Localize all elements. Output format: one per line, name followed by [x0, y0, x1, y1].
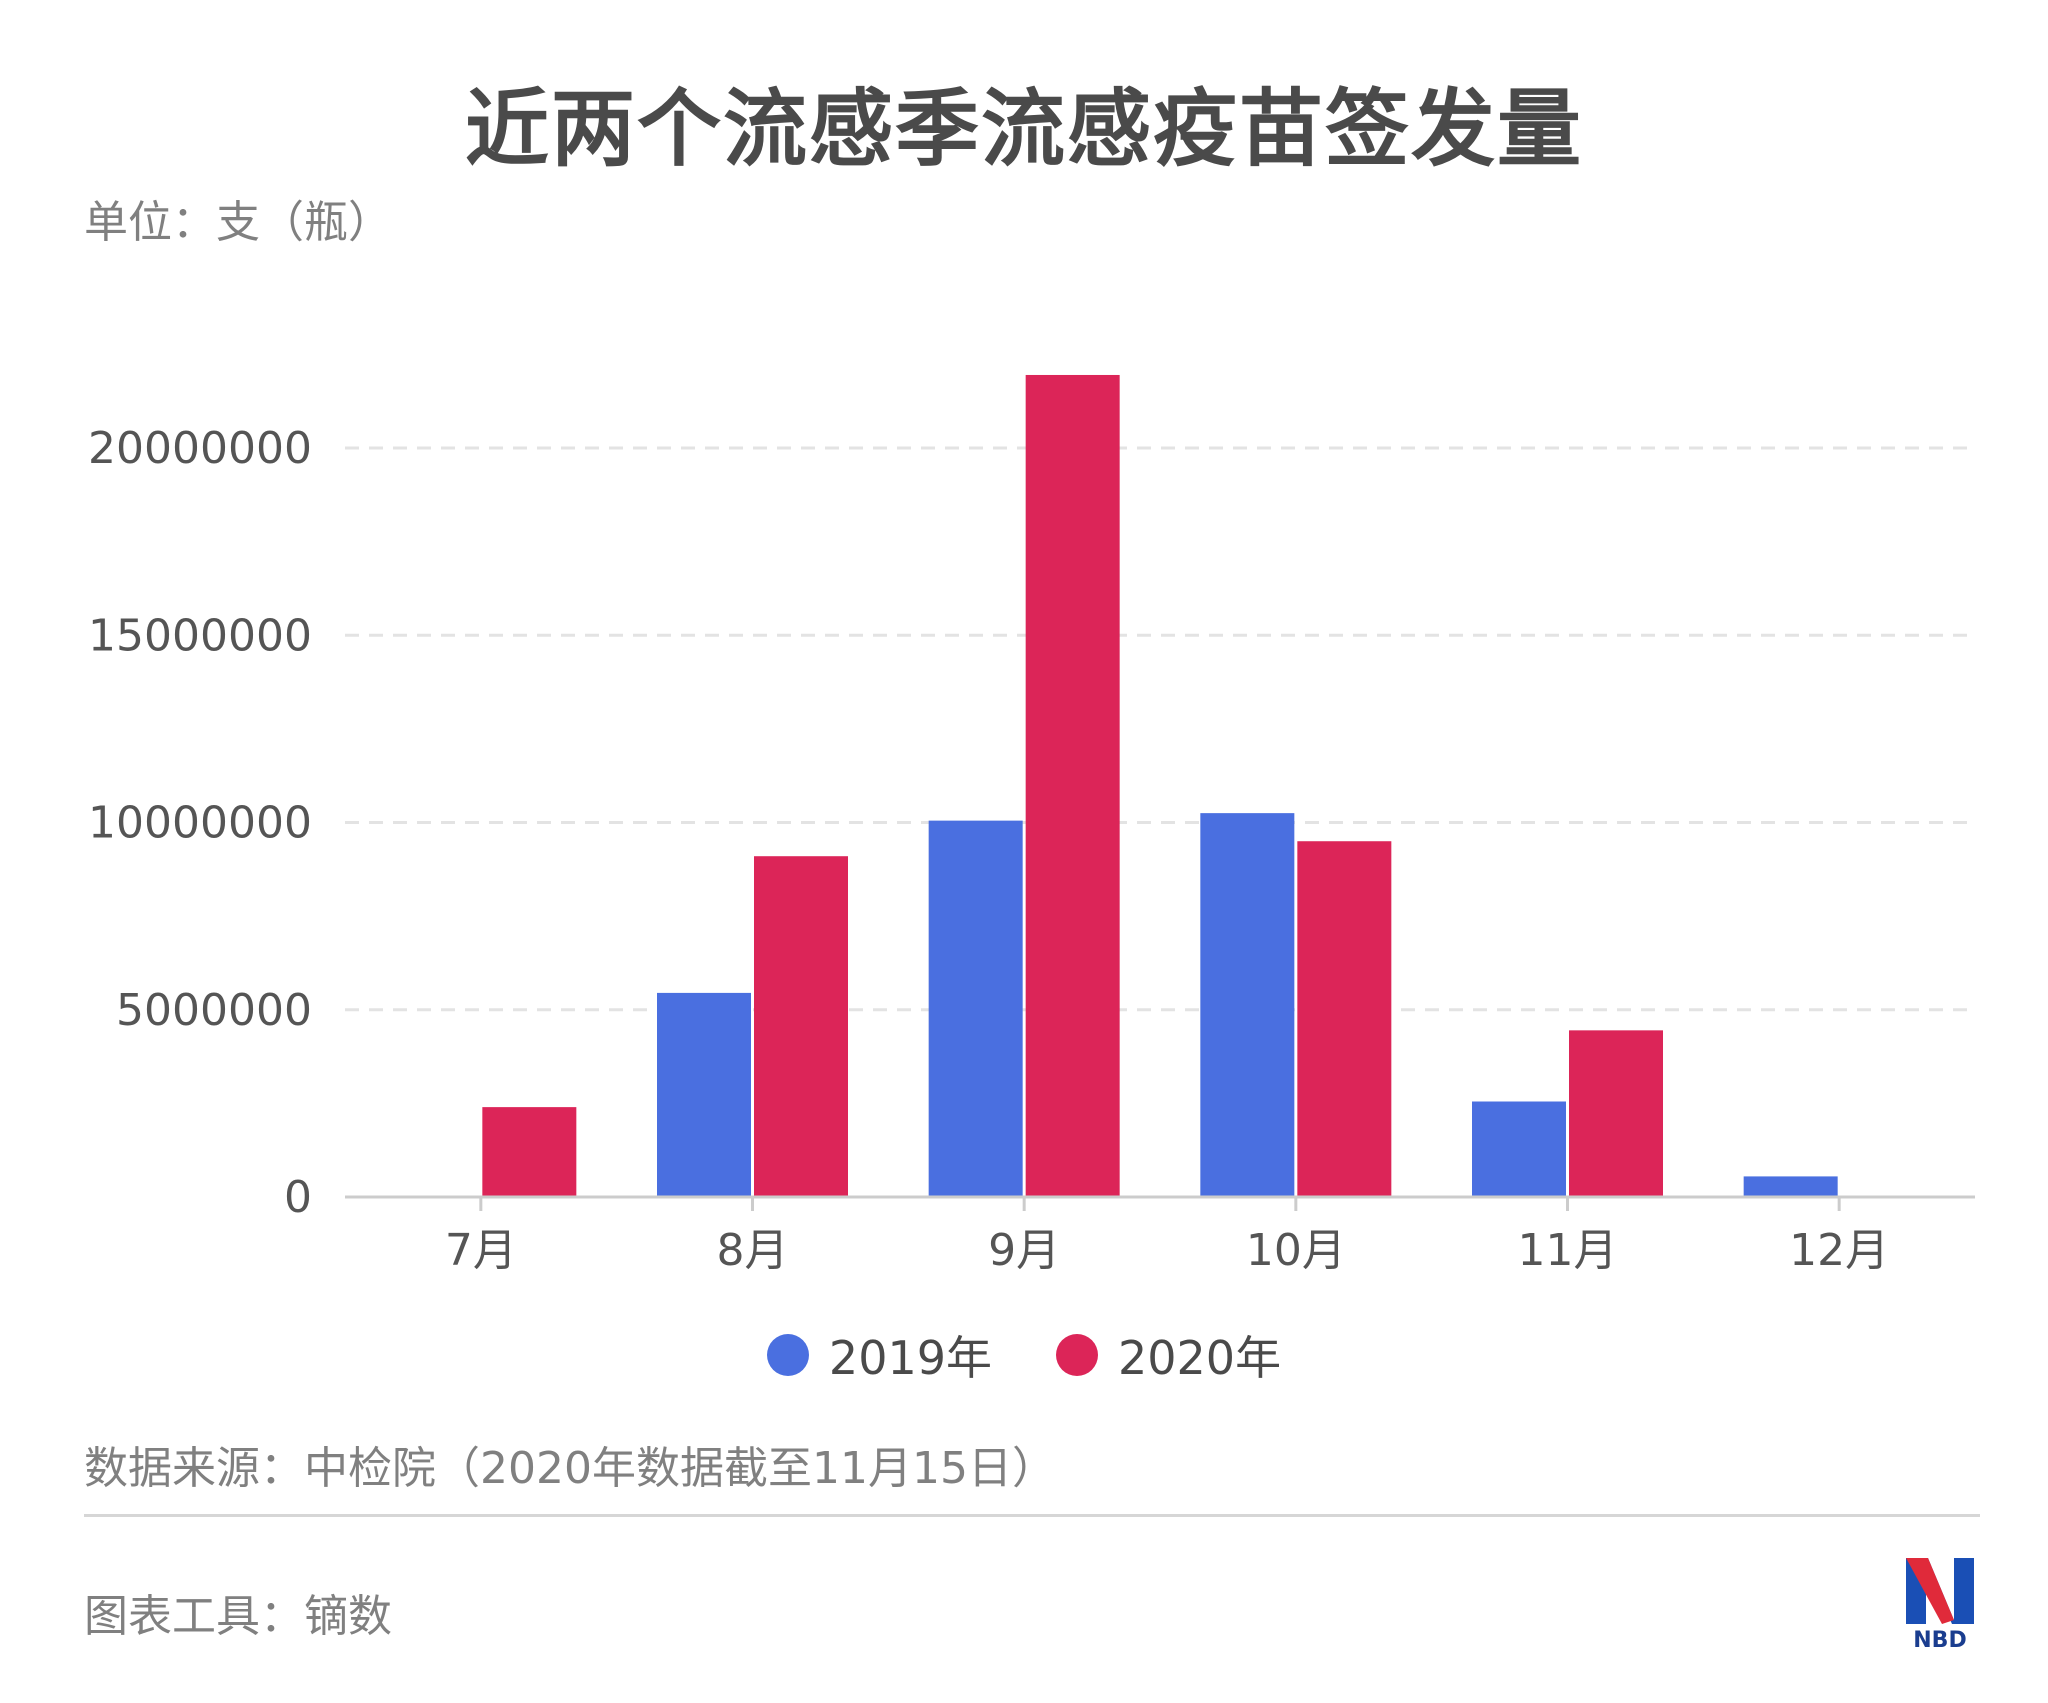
y-tick-label: 15000000 — [88, 610, 312, 661]
bar-2019 — [1200, 813, 1295, 1197]
bar-2020 — [1025, 374, 1120, 1197]
chart-tool-credit: 图表工具：镝数 — [84, 1591, 392, 1642]
legend-item-2020: 2020年 — [1056, 1322, 1281, 1388]
legend-label: 2020年 — [1118, 1331, 1282, 1385]
legend-dot-icon — [1056, 1334, 1098, 1376]
bar-2019 — [657, 992, 751, 1197]
y-tick-label: 20000000 — [88, 423, 312, 474]
bar-2019 — [1472, 1101, 1566, 1197]
bar-2020 — [1297, 841, 1392, 1197]
legend-dot-icon — [766, 1334, 809, 1376]
bar-chart: 0 5000000 10000000 15000000 20000000 7月 8月 9月 10… — [88, 374, 1975, 1276]
legend-item-2019: 2019年 — [766, 1322, 992, 1388]
x-tick-label: 8月 — [717, 1225, 789, 1276]
bar-2020 — [1569, 1030, 1663, 1197]
footer-divider — [84, 1514, 1980, 1517]
x-tick-label: 11月 — [1518, 1225, 1618, 1276]
unit-label: 单位：支（瓶） — [84, 197, 392, 248]
nbd-logo-icon — [1906, 1558, 1974, 1624]
legend-label: 2019年 — [828, 1331, 992, 1385]
legend: 2019年 2020年 — [0, 1322, 2048, 1388]
bar-2020 — [754, 856, 848, 1197]
chart-title: 近两个流感季流感疫苗签发量 — [464, 80, 1583, 178]
bar-2019 — [928, 820, 1023, 1197]
y-tick-label: 5000000 — [116, 985, 312, 1036]
x-tick-label: 12月 — [1789, 1225, 1889, 1276]
x-tick-label: 9月 — [988, 1225, 1060, 1276]
x-tick-label: 7月 — [445, 1225, 517, 1276]
bar-2020 — [482, 1107, 577, 1197]
y-tick-label: 10000000 — [88, 798, 312, 849]
x-tick-label: 10月 — [1246, 1225, 1346, 1276]
logo-text: NBD — [1913, 1628, 1967, 1653]
y-tick-label: 0 — [284, 1172, 312, 1223]
data-source: 数据来源：中检院（2020年数据截至11月15日） — [84, 1443, 1056, 1494]
bar-2019 — [1743, 1176, 1838, 1197]
